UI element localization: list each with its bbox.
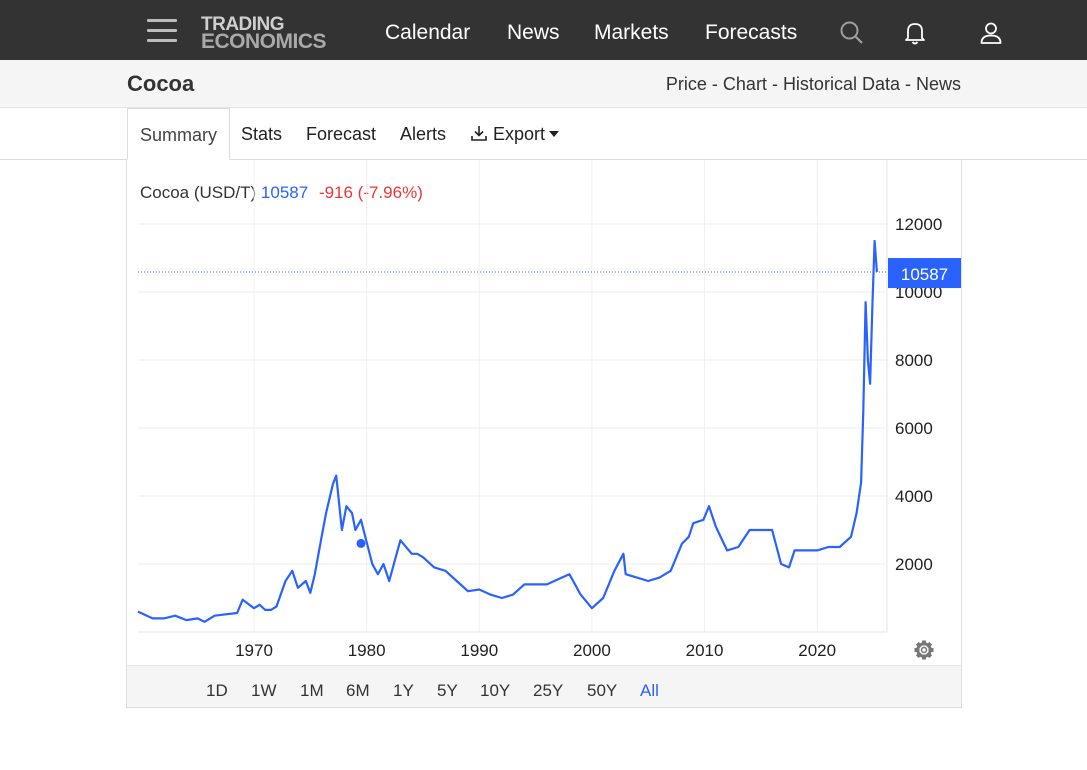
- y-tick-label: 8000: [895, 351, 933, 370]
- link-news[interactable]: News: [915, 74, 961, 94]
- range-button-10y[interactable]: 10Y: [480, 681, 511, 700]
- separator: -: [706, 74, 723, 94]
- link-price[interactable]: Price: [665, 74, 707, 94]
- legend-last-value: 10587: [260, 183, 309, 202]
- hamburger-menu-icon[interactable]: [147, 19, 177, 43]
- last-value-badge: [888, 258, 961, 289]
- user-icon[interactable]: [978, 20, 1004, 46]
- range-button-6m[interactable]: 6M: [346, 681, 370, 700]
- range-button-1w[interactable]: 1W: [251, 681, 277, 700]
- export-label: Export: [493, 124, 546, 144]
- page-title: Cocoa: [127, 71, 195, 96]
- nav-link-markets[interactable]: Markets: [594, 21, 669, 44]
- separator: -: [899, 74, 916, 94]
- range-button-50y[interactable]: 50Y: [587, 681, 618, 700]
- y-tick-label: 6000: [895, 419, 933, 438]
- range-button-1m[interactable]: 1M: [300, 681, 324, 700]
- range-button-1y[interactable]: 1Y: [393, 681, 414, 700]
- gear-icon[interactable]: [914, 640, 934, 660]
- range-selector: 1D 1W 1M 6M 1Y 5Y 10Y 25Y 50Y All: [127, 665, 961, 707]
- nav-link-calendar[interactable]: Calendar: [385, 21, 471, 44]
- x-tick-label: 2000: [573, 641, 611, 660]
- y-tick-label: 4000: [895, 487, 933, 506]
- tab-forecast[interactable]: Forecast: [306, 124, 377, 144]
- legend-series-name: Cocoa (USD/T): [140, 183, 257, 202]
- y-tick-label: 12000: [895, 215, 942, 234]
- last-value-label: 10587: [901, 265, 948, 284]
- separator: -: [766, 74, 783, 94]
- logo-text-bottom: ECONOMICS: [201, 30, 327, 53]
- nav-link-news[interactable]: News: [507, 21, 560, 44]
- tab-alerts[interactable]: Alerts: [400, 124, 447, 144]
- nav-link-forecasts[interactable]: Forecasts: [705, 21, 798, 44]
- tab-summary[interactable]: Summary: [127, 108, 231, 160]
- bell-icon[interactable]: [902, 20, 928, 46]
- page-header: Cocoa Price - Chart - Historical Data - …: [0, 60, 1087, 108]
- x-tick-label: 2020: [798, 641, 836, 660]
- series-line-cocoa: [137, 239, 878, 623]
- section-links: Price - Chart - Historical Data - News: [666, 74, 961, 95]
- caret-down-icon: [549, 131, 560, 137]
- x-tick-label: 1980: [348, 641, 386, 660]
- x-tick-label: 1970: [235, 641, 273, 660]
- search-icon[interactable]: [839, 20, 865, 46]
- tab-bar: Summary Stats Forecast Alerts Export: [0, 108, 1087, 160]
- x-tick-label: 2010: [686, 641, 724, 660]
- download-icon: [471, 126, 487, 141]
- chart-container: [126, 159, 962, 708]
- x-tick-label: 1990: [460, 641, 498, 660]
- series-marker: [356, 538, 366, 548]
- link-historical-data[interactable]: Historical Data: [782, 74, 900, 94]
- y-tick-label: 2000: [895, 555, 933, 574]
- chart-legend: Cocoa (USD/T) 10587 -916 (-7.96%): [140, 183, 423, 203]
- range-button-5y[interactable]: 5Y: [437, 681, 458, 700]
- logo-text-top: TRADING: [201, 14, 285, 35]
- link-chart[interactable]: Chart: [722, 74, 767, 94]
- range-button-1d[interactable]: 1D: [206, 681, 228, 700]
- range-button-all[interactable]: All: [640, 681, 659, 700]
- range-button-25y[interactable]: 25Y: [533, 681, 564, 700]
- tab-export[interactable]: Export: [470, 124, 560, 145]
- site-logo[interactable]: TRADING ECONOMICS: [201, 14, 327, 53]
- legend-change: -916 (-7.96%): [318, 183, 423, 202]
- top-navbar: TRADING ECONOMICS Calendar News Markets …: [0, 0, 1087, 60]
- tab-stats[interactable]: Stats: [241, 124, 283, 144]
